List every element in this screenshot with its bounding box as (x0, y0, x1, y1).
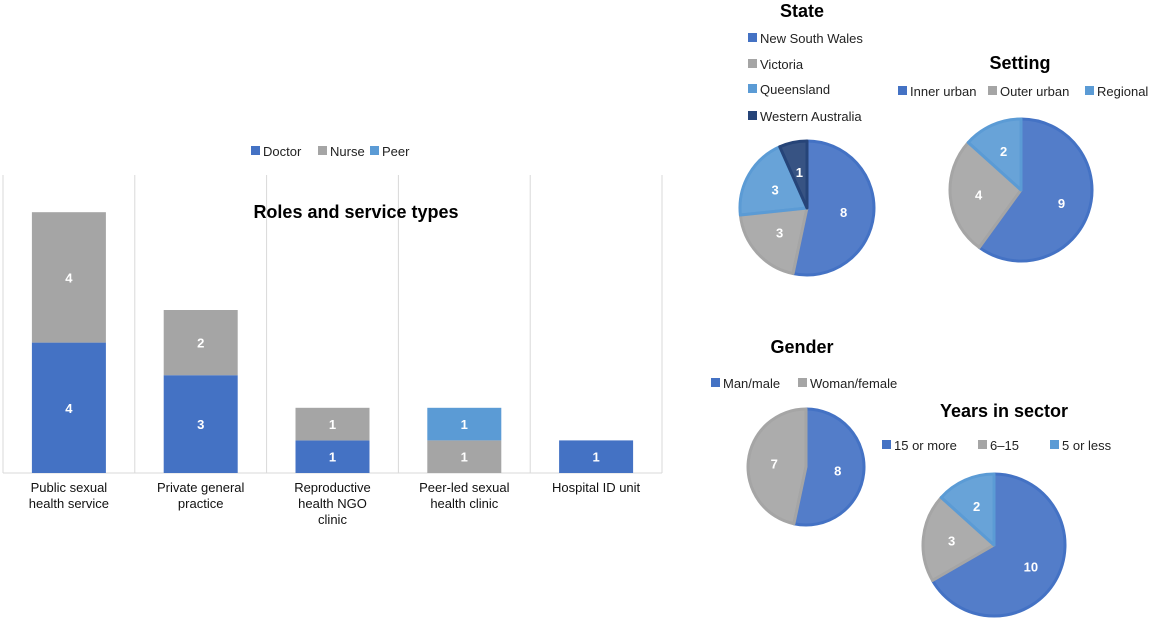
legend-swatch (1085, 86, 1094, 95)
legend-swatch (748, 33, 757, 42)
pie-data-label: 8 (834, 463, 841, 478)
pie-chart-title: Gender (770, 337, 833, 357)
pie-chart-title: Years in sector (940, 401, 1068, 421)
bar-data-label: 1 (461, 450, 468, 465)
legend-swatch (711, 378, 720, 387)
pie-slice (948, 140, 1023, 249)
legend-swatch (748, 84, 757, 93)
bar-chart-category-labels: Public sexual health service Private gener… (29, 480, 641, 527)
legend-swatch (898, 86, 907, 95)
category-label: Reproductive health NGO clinic (294, 480, 371, 527)
bar-doctor (559, 440, 634, 473)
pie-chart-state: State 8 3 3 1 New South Wales Victoria Queensl… (738, 1, 876, 277)
category-label: Peer-led sexual health clinic (419, 480, 509, 511)
bar-data-label: 3 (197, 417, 204, 432)
pie-data-label: 3 (771, 183, 778, 198)
pie-data-label: 1 (796, 165, 803, 180)
legend-label: New South Wales (760, 31, 863, 46)
legend-label: Regional (1097, 84, 1148, 99)
bar-data-label: 2 (197, 336, 204, 351)
legend-swatch (1050, 440, 1059, 449)
bar-data-label: 1 (592, 450, 599, 465)
pie-data-label: 10 (1024, 559, 1038, 574)
pie-slice (966, 117, 1023, 192)
bar-doctor (163, 375, 238, 473)
legend-swatch (988, 86, 997, 95)
legend-label: 5 or less (1062, 438, 1112, 453)
legend-swatch (978, 440, 987, 449)
legend-label: Man/male (723, 376, 780, 391)
bar-data-label: 1 (329, 417, 336, 432)
pie-chart-title: Setting (990, 53, 1051, 73)
category-label: Hospital ID unit (552, 480, 641, 495)
legend-swatch (748, 111, 757, 120)
legend-label-doctor: Doctor (263, 144, 302, 159)
pie-slice (791, 139, 876, 277)
bar-chart-marks: 4 4 3 2 1 1 1 1 1 (31, 212, 634, 473)
legend-swatch-nurse (318, 146, 327, 155)
bar-peer (427, 407, 502, 441)
category-label: Public sexual health service (29, 480, 109, 511)
category-label: Private general practice (157, 480, 245, 511)
pie-chart-gender: Gender 8 7 Man/male Woman/female (711, 337, 897, 527)
pie-chart-title: State (780, 1, 824, 21)
pie-slice (738, 145, 809, 217)
legend-swatch-doctor (251, 146, 260, 155)
legend-swatch (882, 440, 891, 449)
legend-swatch (798, 378, 807, 387)
legend-label: Inner urban (910, 84, 977, 99)
pie-data-label: 8 (840, 205, 847, 220)
pie-data-label: 4 (975, 187, 983, 202)
legend-label: Victoria (760, 57, 804, 72)
pie-slice (778, 139, 809, 210)
pie-slice (746, 407, 808, 526)
bar-chart-title: Roles and service types (253, 202, 458, 222)
pie-data-label: 9 (1058, 196, 1065, 211)
bar-nurse (163, 310, 238, 376)
pie-slice (931, 472, 1067, 618)
pie-data-label: 7 (771, 457, 778, 472)
pie-data-label: 3 (948, 534, 955, 549)
legend-swatch-peer (370, 146, 379, 155)
pie-slice (977, 117, 1094, 263)
bar-nurse (295, 407, 370, 441)
pie-data-label: 3 (776, 226, 783, 241)
pie-slice (738, 206, 809, 276)
bar-chart-legend: Doctor Nurse Peer (251, 144, 410, 159)
legend-label: Woman/female (810, 376, 897, 391)
pie-slice (792, 407, 866, 527)
pie-chart-years-in-sector: Years in sector 10 3 2 15 or more 6–15 5 or l… (882, 401, 1112, 618)
pie-chart-setting: Setting 9 4 2 Inner urban Outer urban Regiona… (898, 53, 1148, 263)
legend-label-peer: Peer (382, 144, 410, 159)
bar-data-label: 1 (329, 450, 336, 465)
bar-nurse (427, 440, 502, 473)
legend-label: Queensland (760, 82, 830, 97)
pie-slice (939, 472, 996, 547)
bar-nurse (31, 212, 106, 343)
legend-label: Outer urban (1000, 84, 1069, 99)
bar-data-label: 1 (461, 417, 468, 432)
bar-data-label: 4 (65, 401, 73, 416)
legend-label: Western Australia (760, 109, 862, 124)
pie-data-label: 2 (973, 499, 980, 514)
bar-doctor (295, 440, 370, 473)
legend-swatch (748, 59, 757, 68)
legend-label-nurse: Nurse (330, 144, 365, 159)
legend-label: 15 or more (894, 438, 957, 453)
pie-data-label: 2 (1000, 144, 1007, 159)
bar-doctor (31, 342, 106, 473)
legend-label: 6–15 (990, 438, 1019, 453)
bar-chart: Doctor Nurse Peer Roles and service types … (2, 144, 663, 527)
bar-data-label: 4 (65, 270, 73, 285)
pie-slice (921, 495, 996, 582)
